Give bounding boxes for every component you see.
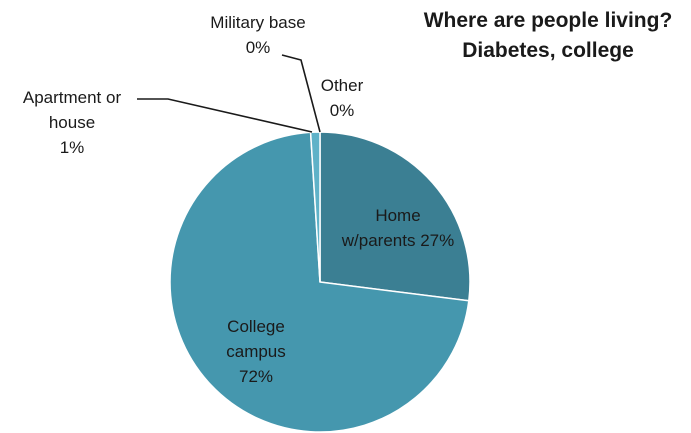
label-college-line-3: 72% xyxy=(239,367,273,386)
pie-slices xyxy=(169,131,471,433)
label-apartment-line-1: Apartment or xyxy=(23,88,122,107)
label-home-line-1: Home xyxy=(375,206,420,225)
label-college-line-1: College xyxy=(227,317,285,336)
chart-title-line-1: Where are people living? xyxy=(424,9,673,32)
label-home-line-2: w/parents 27% xyxy=(341,231,454,250)
leader-lines xyxy=(137,54,321,133)
label-apartment-line-3: 1% xyxy=(60,138,85,157)
label-military-line-1: Military base xyxy=(210,13,305,32)
label-other-line-1: Other xyxy=(321,76,364,95)
leader-line-apartment xyxy=(137,98,313,133)
label-college-line-2: campus xyxy=(226,342,286,361)
pie-slice-college-campus xyxy=(169,131,470,433)
chart-title-line-2: Diabetes, college xyxy=(462,39,634,62)
label-apartment-line-2: house xyxy=(49,113,95,132)
leader-line-military-base xyxy=(281,54,321,133)
label-other-line-2: 0% xyxy=(330,101,355,120)
pie-slice-home-w-parents xyxy=(319,131,471,302)
label-military-line-2: 0% xyxy=(246,38,271,57)
